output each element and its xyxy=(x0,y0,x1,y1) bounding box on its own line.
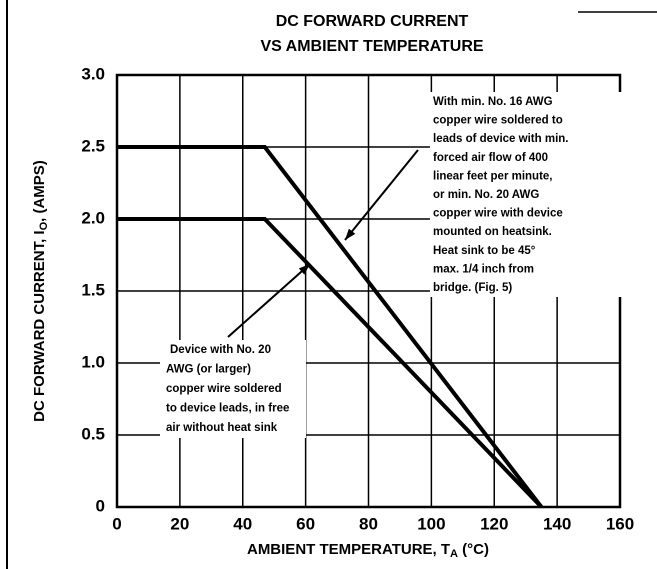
annotation-text: or min. No. 20 AWG xyxy=(433,189,539,201)
x-tick-label: 60 xyxy=(296,514,315,533)
y-tick-label: 1.0 xyxy=(81,352,105,371)
annotation-text: leads of device with min. xyxy=(433,133,568,145)
chart-title: VS AMBIENT TEMPERATURE xyxy=(260,38,483,55)
data-line xyxy=(117,217,543,509)
x-axis-label: AMBIENT TEMPERATURE, TA (°C) xyxy=(247,541,489,560)
annotation-text: copper wire soldered xyxy=(166,383,282,395)
annotation-text: max. 1/4 inch from xyxy=(433,263,534,275)
y-tick-label: 2.0 xyxy=(81,208,105,227)
annotation-text: AWG (or larger) xyxy=(166,364,251,376)
y-tick-label: 0 xyxy=(96,496,105,515)
annotation-text: copper wire with device xyxy=(433,208,563,220)
arrow xyxy=(227,263,311,338)
x-tick-label: 40 xyxy=(233,514,252,533)
y-tick-label: 3.0 xyxy=(81,64,105,83)
x-tick-label: 160 xyxy=(606,514,634,533)
chart-title: DC FORWARD CURRENT xyxy=(276,13,469,30)
annotation-text: forced air flow of 400 xyxy=(433,152,548,164)
x-tick-label: 100 xyxy=(417,514,445,533)
x-tick-label: 20 xyxy=(170,514,189,533)
annotation-background xyxy=(160,340,306,438)
x-tick-label: 120 xyxy=(480,514,508,533)
annotation-text: copper wire soldered to xyxy=(433,115,563,127)
arrowhead xyxy=(298,264,310,275)
y-axis-label: DC FORWARD CURRENT, IO, (AMPS) xyxy=(31,160,50,422)
annotation-text: linear feet per minute, xyxy=(433,170,553,182)
arrow xyxy=(344,149,419,241)
x-tick-label: 80 xyxy=(359,514,378,533)
x-tick-label: 0 xyxy=(112,514,121,533)
annotation-text: Heat sink to be 45° xyxy=(433,245,536,257)
annotation-text: to device leads, in free xyxy=(166,403,289,415)
y-tick-label: 0.5 xyxy=(81,424,105,443)
annotation-text: With min. No. 16 AWG xyxy=(433,96,553,108)
arrowhead xyxy=(345,228,356,240)
annotation-text: mounted on heatsink. xyxy=(433,226,552,238)
y-tick-label: 1.5 xyxy=(81,280,105,299)
annotation-text: Device with No. 20 xyxy=(170,344,271,356)
data-line xyxy=(117,145,543,509)
y-tick-label: 2.5 xyxy=(81,136,105,155)
annotation-text: bridge. (Fig. 5) xyxy=(433,282,512,294)
annotation-text: air without heat sink xyxy=(166,422,278,434)
x-tick-label: 140 xyxy=(543,514,571,533)
annotation-background xyxy=(430,92,626,297)
